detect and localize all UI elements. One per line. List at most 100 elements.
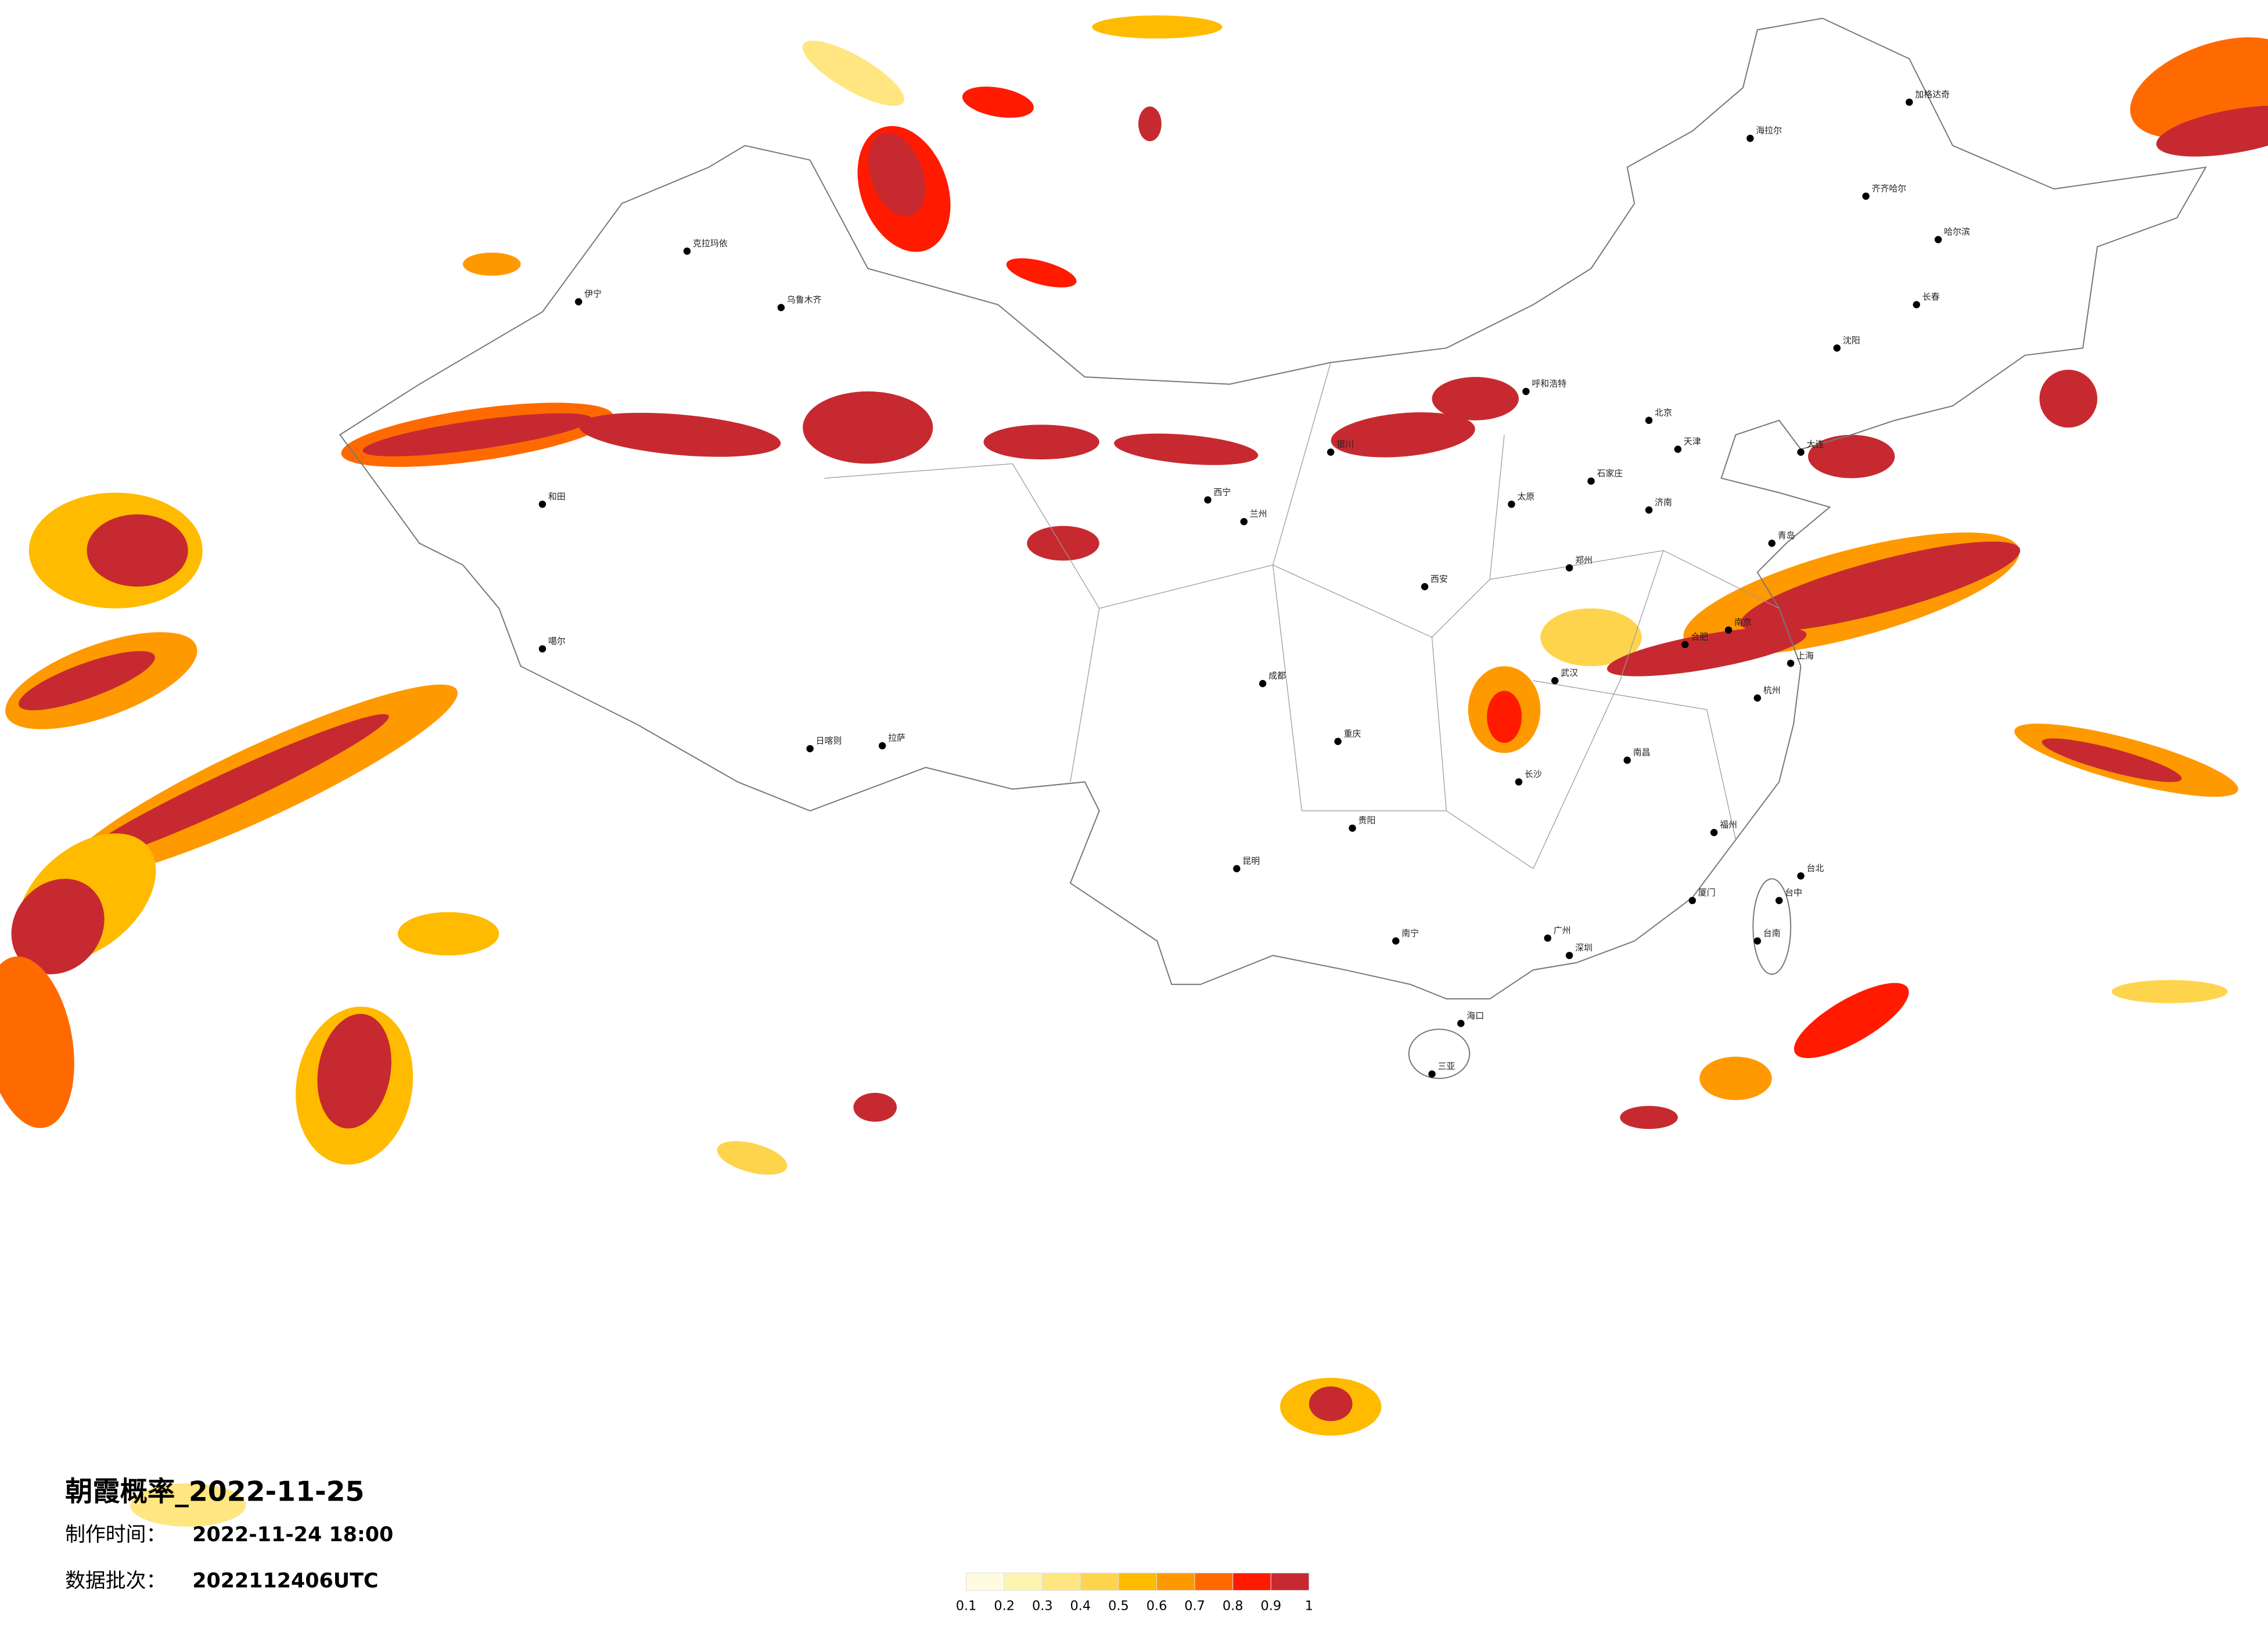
city-label: 沈阳 (1843, 335, 1860, 346)
colorbar-tick-label: 0.1 (956, 1599, 977, 1614)
city-label: 昆明 (1242, 855, 1260, 866)
colorbar-tick-label: 0.2 (994, 1599, 1015, 1614)
probability-field (0, 15, 2268, 1527)
city-label: 台北 (1807, 863, 1824, 873)
city-label: 克拉玛依 (693, 238, 728, 249)
colorbar-tick-label: 0.6 (1146, 1599, 1167, 1614)
city-label: 济南 (1655, 497, 1672, 508)
city-dot (1392, 937, 1400, 945)
city-label: 郑州 (1575, 555, 1593, 565)
city-dot (1334, 738, 1342, 745)
probability-area (11, 879, 105, 974)
city-dot (1681, 641, 1689, 649)
probability-area (717, 1141, 788, 1175)
probability-area (362, 413, 592, 456)
city-label: 北京 (1655, 407, 1672, 418)
city-dot (1674, 445, 1682, 453)
probability-area (1432, 377, 1519, 420)
city-label: 南昌 (1633, 747, 1651, 758)
city-dot (1457, 1020, 1465, 1027)
probability-area (1309, 1386, 1353, 1422)
probability-area (1331, 412, 1475, 458)
city-dot (1753, 937, 1762, 945)
city-dot (1233, 865, 1241, 873)
probability-area (1740, 541, 2021, 632)
city-label: 海拉尔 (1756, 125, 1782, 136)
city-dot (1428, 1070, 1436, 1078)
probability-area (1487, 690, 1522, 743)
city-dot (1623, 756, 1631, 764)
city-dot (1797, 872, 1805, 880)
probability-area (2039, 369, 2098, 428)
probability-area (868, 132, 926, 217)
colorbar-swatch (1156, 1573, 1195, 1591)
colorbar-tick-label: 0.5 (1108, 1599, 1129, 1614)
city-dot (1421, 583, 1429, 591)
city-label: 银川 (1336, 439, 1354, 449)
city-dot (574, 298, 583, 305)
city-label: 福州 (1720, 819, 1737, 830)
probability-area (1114, 433, 1259, 465)
colorbar-swatch (1042, 1573, 1081, 1591)
city-dot (538, 645, 547, 653)
city-dot (1724, 626, 1733, 634)
city-dot (1688, 897, 1696, 904)
city-label: 长沙 (1525, 769, 1542, 779)
taiwan-outline (1752, 878, 1792, 975)
probability-area (87, 514, 188, 587)
city-label: 日喀则 (816, 736, 842, 746)
city-label: 广州 (1554, 925, 1571, 936)
city-label: 齐齐哈尔 (1872, 183, 1907, 193)
probability-area (1027, 526, 1099, 561)
probability-area (1540, 608, 1642, 667)
city-dot (1515, 778, 1523, 786)
colorbar-tick-label: 0.9 (1260, 1599, 1281, 1614)
probability-area (317, 1013, 391, 1129)
city-dot (878, 742, 886, 750)
city-label: 上海 (1796, 650, 1814, 661)
probability-area (1808, 434, 1895, 479)
city-dot (1522, 387, 1530, 395)
city-label: 西宁 (1213, 487, 1231, 497)
city-label: 台中 (1785, 887, 1802, 898)
city-dot (683, 247, 691, 255)
probability-area (1699, 1056, 1772, 1100)
city-label: 石家庄 (1597, 468, 1623, 479)
city-label: 杭州 (1763, 685, 1781, 696)
city-label: 台南 (1763, 928, 1781, 938)
colorbar-swatch (1270, 1573, 1310, 1591)
city-dot (1787, 660, 1795, 667)
city-label: 伊宁 (584, 289, 602, 299)
city-dot (1746, 134, 1754, 142)
city-label: 哈尔滨 (1944, 226, 1970, 237)
city-dot (1587, 477, 1595, 485)
city-dot (1753, 694, 1762, 702)
city-label: 天津 (1684, 436, 1701, 447)
city-dot (777, 304, 785, 311)
city-dot (1833, 344, 1841, 352)
title: 朝霞概率_2022-11-25 (65, 1476, 364, 1508)
colorbar-tick-label: 1 (1305, 1599, 1313, 1614)
city-dot (1565, 564, 1573, 572)
city-label: 武汉 (1561, 668, 1578, 678)
city-dot (1544, 934, 1551, 942)
colorbar-swatch (1118, 1573, 1158, 1591)
city-label: 三亚 (1437, 1061, 1455, 1071)
city-label: 贵阳 (1358, 815, 1376, 826)
city-dot (1204, 496, 1212, 504)
city-label: 大连 (1807, 439, 1824, 449)
batch-label: 数据批次： (65, 1570, 166, 1593)
city-label: 和田 (548, 491, 566, 502)
city-dot (1862, 192, 1870, 200)
colorbar: 0.1 0.2 0.3 0.4 0.5 0.6 0.7 0.8 0.9 1 (956, 1573, 1313, 1614)
city-label: 太原 (1517, 491, 1534, 502)
city-dot (1240, 517, 1248, 526)
city-dot (1508, 501, 1515, 508)
city-dot (1551, 677, 1559, 685)
probability-area (2112, 980, 2228, 1003)
probability-area (18, 651, 155, 711)
probability-area (74, 714, 389, 865)
produced-label: 制作时间： (65, 1523, 166, 1546)
city-label: 拉萨 (888, 733, 905, 743)
